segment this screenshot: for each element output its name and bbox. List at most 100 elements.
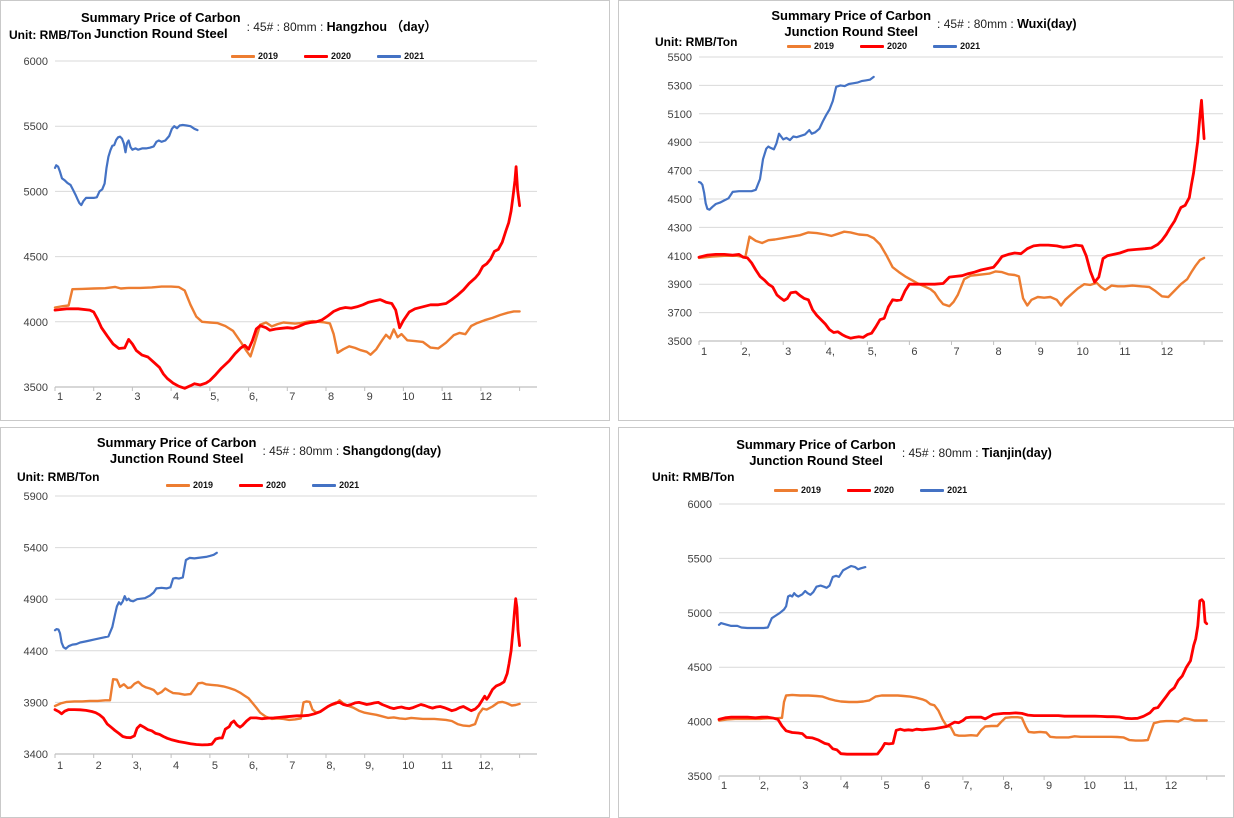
y-tick-label: 6000 <box>688 499 712 511</box>
y-tick-label: 3500 <box>24 382 48 394</box>
x-tick-label: 8, <box>326 760 335 772</box>
x-tick-label: 12 <box>1165 780 1177 792</box>
x-tick-label: 7 <box>289 760 295 772</box>
y-tick-label: 4000 <box>688 717 712 729</box>
legend: 2019 2020 2021 <box>774 485 967 495</box>
series-2020-line <box>53 165 521 390</box>
legend-swatch-2019 <box>231 54 255 58</box>
x-tick-label: 2, <box>742 346 751 358</box>
chart-panel-hangzhou: Summary Price of Carbon Junction Round S… <box>0 0 610 421</box>
x-tick-label: 5 <box>884 780 890 792</box>
unit-label: Unit: RMB/Ton <box>652 470 735 484</box>
x-tick-label: 12 <box>1161 346 1173 358</box>
x-tick-label: 7 <box>289 391 295 403</box>
legend-item-2021: 2021 <box>377 51 424 61</box>
y-tick-label: 4900 <box>24 594 48 606</box>
chart-panel-tianjin: Summary Price of Carbon Junction Round S… <box>618 427 1234 818</box>
series-2021-line <box>717 564 867 630</box>
legend-item-2020: 2020 <box>239 480 286 490</box>
legend-item-2019: 2019 <box>166 480 213 490</box>
x-tick-label: 9, <box>365 760 374 772</box>
chart-panel-shangdong: Summary Price of Carbon Junction Round S… <box>0 427 610 818</box>
x-tick-label: 3 <box>134 391 140 403</box>
plot-area-shangdong: 5900 5400 4900 4400 3900 3400 1 2 3, 4 5 6, 7 8, 9, 10 1… <box>24 491 537 772</box>
series-2021-line <box>53 123 199 207</box>
legend-swatch-2020 <box>304 54 329 58</box>
x-tick-label: 10 <box>402 760 414 772</box>
x-tick-label: 8, <box>1004 780 1013 792</box>
legend: 2019 2020 2021 <box>231 51 424 61</box>
legend-item-2019: 2019 <box>231 51 278 61</box>
legend-label-2020: 2020 <box>331 51 352 61</box>
legend: 2019 2020 2021 <box>166 480 359 490</box>
plot-area-wuxi: 5500 5300 5100 4900 4700 4500 4300 4100 3900 3700… <box>668 52 1223 358</box>
legend-label-2019: 2019 <box>801 485 822 495</box>
series-2020-line <box>717 598 1209 756</box>
legend-label-2020: 2020 <box>874 485 895 495</box>
x-tick-label: 3, <box>133 760 142 772</box>
unit-label: Unit: RMB/Ton <box>9 28 92 42</box>
plot-area-tianjin: 6000 5500 5000 4500 4000 3500 1 2, 3 4 5 6 7, 8, 9 10 11… <box>688 499 1225 792</box>
series-2019-line <box>717 693 1208 742</box>
legend-item-2019: 2019 <box>774 485 821 495</box>
legend-label-2019: 2019 <box>814 41 835 51</box>
x-tick-label: 12 <box>480 391 492 403</box>
y-tick-label: 4400 <box>24 646 48 658</box>
x-tick-label: 6 <box>924 780 930 792</box>
x-tick-label: 2 <box>96 391 102 403</box>
x-tick-label: 1 <box>701 346 707 358</box>
legend-item-2020: 2020 <box>304 51 351 61</box>
y-tick-label: 6000 <box>24 56 48 68</box>
x-tick-label: 3 <box>785 346 791 358</box>
legend-label-2021: 2021 <box>947 485 968 495</box>
legend-swatch-2021 <box>377 54 402 58</box>
unit-label: Unit: RMB/Ton <box>17 470 100 484</box>
legend-swatch-2019 <box>774 488 798 492</box>
y-tick-label: 3900 <box>24 697 48 709</box>
legend-swatch-2021 <box>933 44 958 48</box>
chart-panel-wuxi: Summary Price of Carbon Junction Round S… <box>618 0 1234 421</box>
legend-label-2019: 2019 <box>193 480 214 490</box>
x-tick-label: 2, <box>760 780 769 792</box>
y-tick-label: 5500 <box>688 553 712 565</box>
x-tick-label: 1 <box>57 760 63 772</box>
legend-item-2020: 2020 <box>847 485 894 495</box>
y-tick-label: 3400 <box>24 749 48 761</box>
y-tick-label: 3500 <box>668 336 692 348</box>
x-tick-label: 11 <box>441 391 452 403</box>
x-tick-label: 10 <box>402 391 414 403</box>
y-tick-label: 3500 <box>688 771 712 783</box>
y-tick-label: 4100 <box>668 251 692 263</box>
legend-swatch-2020 <box>847 488 872 492</box>
legend-item-2021: 2021 <box>920 485 967 495</box>
y-tick-label: 5900 <box>24 491 48 503</box>
y-tick-label: 4500 <box>688 662 712 674</box>
x-tick-label: 7, <box>963 780 972 792</box>
legend-label-2020: 2020 <box>887 41 908 51</box>
legend-swatch-2021 <box>312 483 337 487</box>
legend-swatch-2019 <box>787 44 811 48</box>
x-tick-label: 5 <box>212 760 218 772</box>
y-tick-label: 4900 <box>668 137 692 149</box>
x-tick-label: 9 <box>367 391 373 403</box>
x-tick-label: 11 <box>441 760 452 772</box>
x-tick-label: 12, <box>478 760 493 772</box>
x-tick-label: 5, <box>210 391 219 403</box>
y-tick-label: 5500 <box>24 121 48 133</box>
y-tick-label: 5100 <box>668 109 692 121</box>
y-tick-label: 5300 <box>668 80 692 92</box>
x-tick-label: 7 <box>953 346 959 358</box>
legend-label-2020: 2020 <box>266 480 287 490</box>
unit-label: Unit: RMB/Ton <box>655 35 738 49</box>
legend-item-2021: 2021 <box>933 41 980 51</box>
y-tick-label: 5400 <box>24 543 48 555</box>
x-tick-label: 9 <box>1046 780 1052 792</box>
x-tick-label: 4, <box>826 346 835 358</box>
x-tick-label: 4 <box>843 780 849 792</box>
x-tick-label: 4 <box>173 391 179 403</box>
x-tick-label: 11, <box>1123 780 1137 792</box>
y-tick-label: 4500 <box>668 194 692 206</box>
x-tick-label: 3 <box>802 780 808 792</box>
